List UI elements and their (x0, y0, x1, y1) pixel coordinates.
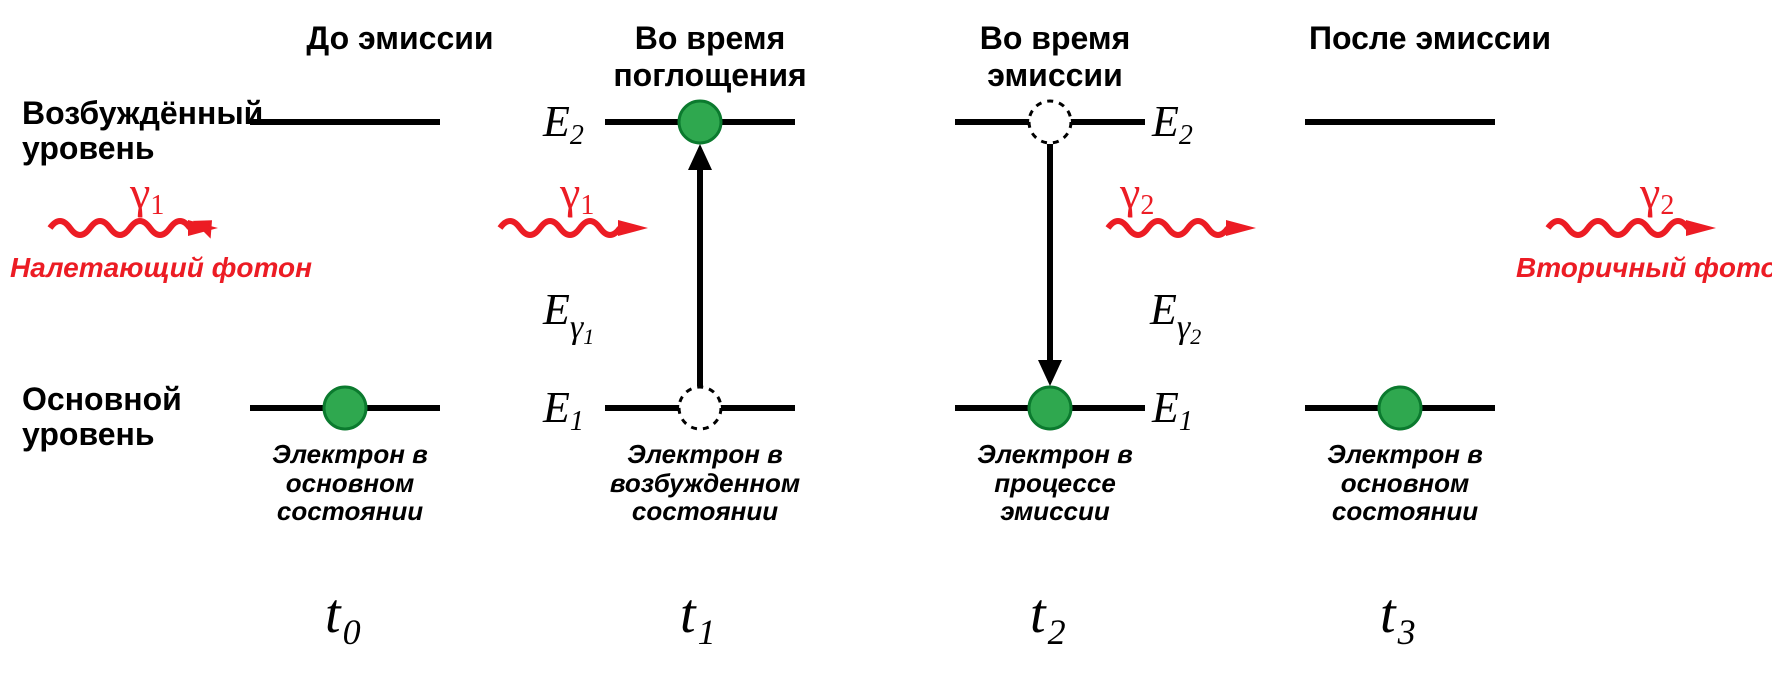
panel-t3-diagram (0, 0, 1772, 684)
photon-caption-t3: Вторичный фотон (1516, 252, 1772, 284)
gamma-t3: γ2 (1640, 166, 1674, 222)
electron-caption-t3: Электрон в основном состоянии (1310, 440, 1500, 526)
time-t3: t3 (1380, 582, 1416, 653)
